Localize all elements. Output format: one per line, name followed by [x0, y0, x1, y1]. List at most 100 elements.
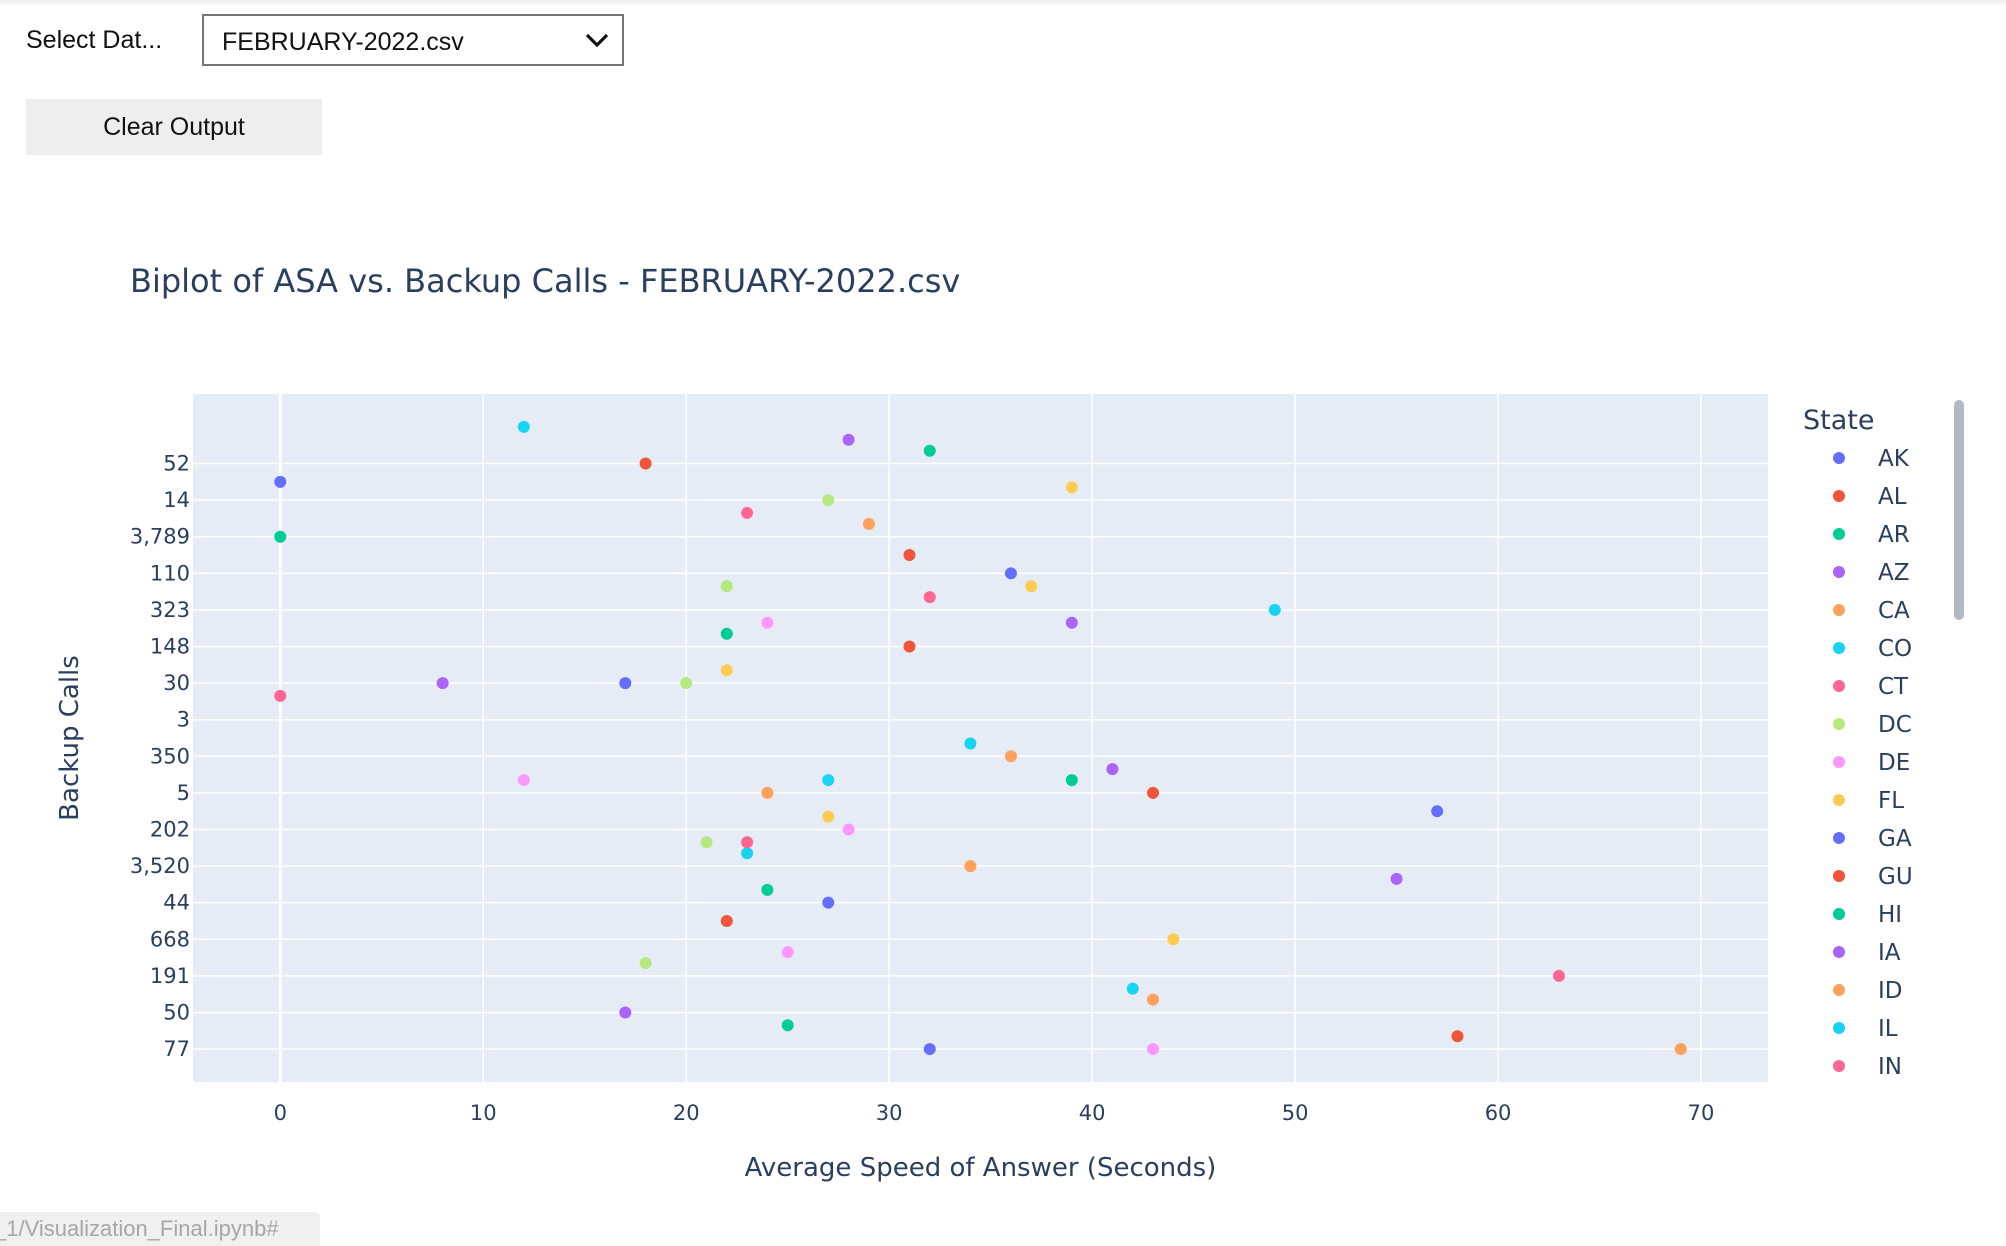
legend-marker [1833, 718, 1845, 730]
data-point-ar [781, 1019, 794, 1032]
legend-label: AZ [1878, 560, 1910, 586]
data-point-ca [1004, 750, 1017, 763]
data-point-co [1126, 982, 1139, 995]
legend-item-de[interactable]: DE [1833, 750, 1910, 776]
data-point-dc [680, 677, 693, 690]
data-point-ct [1552, 969, 1565, 982]
data-point-de [1147, 1043, 1160, 1056]
data-point-az [436, 677, 449, 690]
legend-item-dc[interactable]: DC [1833, 712, 1912, 738]
y-tick-label: 191 [150, 964, 190, 988]
x-tick-label: 50 [1282, 1101, 1309, 1125]
data-point-dc [700, 836, 713, 849]
data-point-co [964, 737, 977, 750]
legend-item-in[interactable]: IN [1833, 1054, 1902, 1080]
legend-marker [1833, 528, 1845, 540]
legend-label: CA [1878, 598, 1910, 624]
clear-output-button[interactable]: Clear Output [26, 99, 322, 155]
x-tick-labels: 0 10 20 30 40 50 60 70 [274, 1101, 1715, 1125]
legend-label: AR [1878, 522, 1910, 548]
data-point-co [517, 420, 530, 433]
data-point-al [1147, 786, 1160, 799]
legend-item-az[interactable]: AZ [1833, 560, 1910, 586]
legend-marker [1833, 604, 1845, 616]
legend-item-ga[interactable]: GA [1833, 826, 1912, 852]
data-point-fl [1065, 481, 1078, 494]
dataset-select-label: Select Dat... [26, 26, 163, 54]
legend-label: DC [1878, 712, 1912, 738]
data-point-ca [964, 860, 977, 873]
legend-label: ID [1878, 978, 1903, 1004]
y-tick-label: 52 [163, 452, 190, 476]
data-point-ct [741, 836, 754, 849]
legend-marker [1833, 870, 1845, 882]
legend-label: IL [1878, 1016, 1898, 1042]
legend-label: HI [1878, 902, 1902, 928]
data-point-co [741, 847, 754, 860]
data-point-ct [274, 689, 287, 702]
grid-lines [193, 394, 1768, 1082]
legend-item-ar[interactable]: AR [1833, 522, 1910, 548]
data-point-de [842, 823, 855, 836]
y-axis-label: Backup Calls [55, 655, 85, 821]
legend-label: IN [1878, 1054, 1902, 1080]
data-point-al [639, 457, 652, 470]
legend-marker [1833, 756, 1845, 768]
top-border [0, 0, 2006, 6]
legend-label: FL [1878, 788, 1904, 814]
dataset-select[interactable]: FEBRUARY-2022.csv [202, 14, 624, 66]
legend-item-ia[interactable]: IA [1833, 940, 1901, 966]
legend-marker [1833, 1060, 1845, 1072]
data-point-de [517, 774, 530, 787]
data-point-fl [822, 810, 835, 823]
legend-label: CT [1878, 674, 1909, 700]
data-point-ak [619, 677, 632, 690]
data-point-dc [639, 957, 652, 970]
legend-item-fl[interactable]: FL [1833, 788, 1904, 814]
data-point-al [720, 914, 733, 927]
legend-marker [1833, 832, 1845, 844]
legend-item-ak[interactable]: AK [1833, 446, 1910, 472]
legend-label: IA [1878, 940, 1901, 966]
legend-item-ca[interactable]: CA [1833, 598, 1910, 624]
data-point-fl [1025, 580, 1038, 593]
legend-label: AL [1878, 484, 1907, 510]
data-point-ar [761, 883, 774, 896]
data-point-co [822, 774, 835, 787]
legend-item-co[interactable]: CO [1833, 636, 1912, 662]
y-tick-label: 148 [150, 635, 190, 659]
legend-title: State [1803, 405, 1874, 436]
legend-item-al[interactable]: AL [1833, 484, 1907, 510]
data-point-ak [822, 896, 835, 909]
x-tick-label: 40 [1079, 1101, 1106, 1125]
data-point-ak [1004, 567, 1017, 580]
legend-marker [1833, 1022, 1845, 1034]
legend-item-id[interactable]: ID [1833, 978, 1903, 1004]
y-tick-label: 3 [177, 708, 190, 732]
x-tick-label: 20 [673, 1101, 700, 1125]
y-tick-label: 3,789 [130, 525, 190, 549]
legend-item-il[interactable]: IL [1833, 1016, 1898, 1042]
legend-marker [1833, 794, 1845, 806]
y-tick-label: 323 [150, 598, 190, 622]
y-tick-labels: 77 50 191 668 44 3,520 202 5 350 3 30 148 323 110 3,78… [130, 452, 190, 1062]
legend-marker [1833, 452, 1845, 464]
y-tick-label: 77 [163, 1037, 190, 1061]
y-tick-label: 668 [150, 927, 190, 951]
chevron-down-icon [585, 33, 609, 48]
legend[interactable]: AK AL AR AZ CA CO CT DC DE FL GA GU HI IA ID IL IN [1833, 446, 1913, 1080]
data-point-ar [1065, 774, 1078, 787]
legend-scrollbar[interactable] [1954, 400, 1964, 620]
legend-marker [1833, 946, 1845, 958]
data-point-fl [720, 664, 733, 677]
legend-item-ct[interactable]: CT [1833, 674, 1909, 700]
x-tick-label: 60 [1485, 1101, 1512, 1125]
x-axis-label: Average Speed of Answer (Seconds) [745, 1153, 1217, 1183]
data-point-ca [862, 517, 875, 530]
legend-label: CO [1878, 636, 1912, 662]
data-point-co [1268, 603, 1281, 616]
data-point-ak [274, 475, 287, 488]
legend-item-hi[interactable]: HI [1833, 902, 1902, 928]
legend-marker [1833, 908, 1845, 920]
legend-item-gu[interactable]: GU [1833, 864, 1913, 890]
